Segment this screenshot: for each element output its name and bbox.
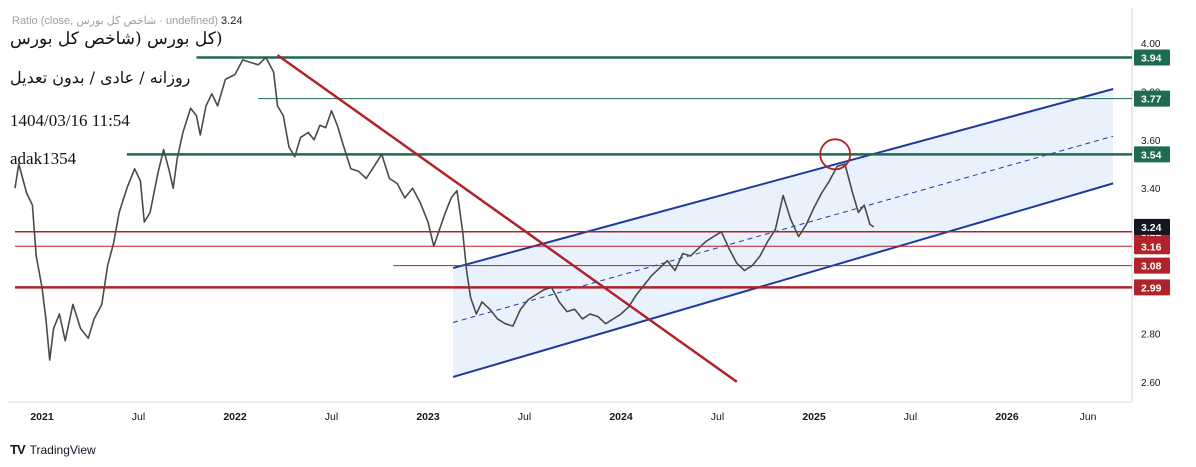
x-tick-label: Jul (904, 411, 917, 423)
chart-title-annotation: (کل بورس (شاخص کل بورس (10, 29, 223, 49)
regression-channel (452, 88, 1114, 378)
chart-author-annotation: adak1354 (10, 149, 77, 168)
x-tick-label: Jul (711, 411, 724, 423)
brand-name: TradingView (29, 442, 96, 457)
y-tick-label: 4.00 (1141, 39, 1161, 50)
legend-value: 3.24 (221, 15, 243, 27)
downtrend-line (276, 54, 738, 383)
channel-fill (453, 88, 1114, 377)
x-tick-label: 2024 (609, 411, 633, 423)
chart-datetime-annotation: 1404/03/16 11:54 (10, 111, 130, 130)
resistance-badge-bg (1134, 90, 1170, 107)
channel-lower-line (452, 182, 1114, 378)
y-tick-label: 3.60 (1141, 136, 1161, 147)
last-value-badge-bg (1134, 218, 1170, 235)
time-axis: 2021 Jul 2022 Jul 2023 Jul 2024 Jul 2025 Jul 2026 J… (30, 411, 1096, 423)
last-value-badge: 3.24 (1141, 222, 1162, 234)
price-axis: 4.003.803.603.402.802.603.943.773.543.22… (1134, 39, 1170, 389)
chart-marks (819, 138, 852, 171)
resistance-badge: 3.77 (1141, 94, 1162, 106)
horizontal-levels (14, 56, 1132, 289)
support-badge: 3.16 (1141, 241, 1162, 253)
support-badge-bg (1134, 238, 1170, 255)
x-tick-label: 2023 (416, 411, 440, 423)
channel-upper-line (452, 88, 1114, 270)
y-tick-label: 3.40 (1141, 184, 1161, 195)
y-tick-label: 2.60 (1141, 378, 1161, 389)
ratio-series (14, 56, 875, 361)
resistance-badge: 3.54 (1141, 149, 1162, 161)
x-tick-label: 2026 (995, 411, 1019, 423)
x-tick-label: Jul (132, 411, 145, 423)
support-badge-bg (1134, 279, 1170, 296)
series-legend[interactable]: Ratio (close, شاخص کل بورس · undefined) … (12, 14, 242, 27)
support-badge: 3.08 (1141, 261, 1162, 273)
support-badge: 2.99 (1141, 282, 1162, 294)
resistance-badge: 3.94 (1141, 53, 1162, 65)
downtrend-line-segment (276, 54, 738, 383)
x-tick-label: Jul (518, 411, 531, 423)
x-tick-label: 2025 (802, 411, 826, 423)
legend-label: Ratio (close, شاخص کل بورس · undefined) (12, 15, 218, 27)
tradingview-brand[interactable]: TV TradingView (10, 442, 96, 457)
channel-median-line (452, 135, 1114, 323)
resistance-badge-bg (1134, 146, 1170, 163)
resistance-badge-bg (1134, 49, 1170, 66)
x-tick-label: 2021 (30, 411, 54, 423)
x-tick-label: Jul (325, 411, 338, 423)
x-tick-label: Jun (1080, 411, 1097, 423)
highlight-circle (819, 138, 852, 171)
ratio-line (14, 56, 875, 361)
chart-grid (8, 8, 1133, 403)
tradingview-logo-icon: TV (10, 442, 26, 457)
chart-period-annotation: روزانه / عادی / بدون تعدیل (10, 68, 191, 87)
y-tick-label: 2.80 (1141, 329, 1161, 340)
support-badge-bg (1134, 257, 1170, 274)
x-tick-label: 2022 (223, 411, 247, 423)
